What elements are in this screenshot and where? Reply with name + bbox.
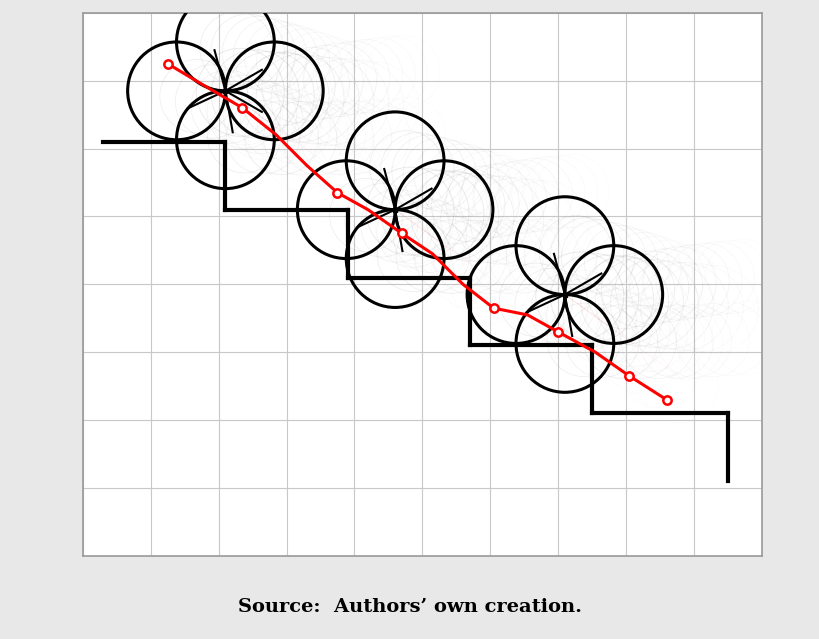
Text: Source:  Authors’ own creation.: Source: Authors’ own creation. — [238, 598, 581, 616]
